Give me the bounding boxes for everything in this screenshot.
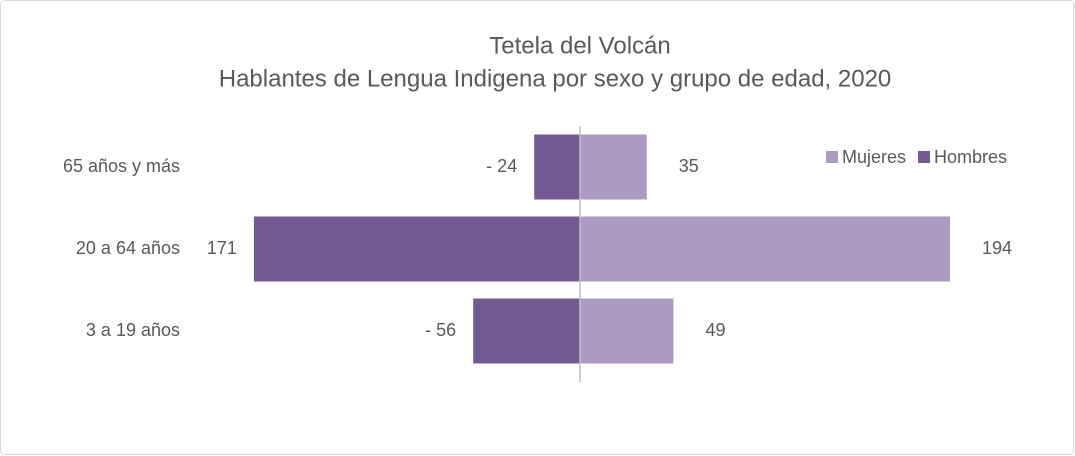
bar bbox=[580, 216, 950, 282]
y-tick-label: 3 a 19 años bbox=[86, 320, 180, 340]
data-label: 49 bbox=[705, 320, 725, 340]
legend-label: Hombres bbox=[934, 147, 1007, 167]
data-label: 171 bbox=[207, 238, 237, 258]
legend-label: Mujeres bbox=[842, 147, 906, 167]
data-label: 194 bbox=[982, 238, 1012, 258]
chart-subtitle: Hablantes de Lengua Indigena por sexo y … bbox=[219, 65, 892, 92]
data-label: - 24 bbox=[486, 156, 517, 176]
data-label: - 56 bbox=[425, 320, 456, 340]
bar bbox=[534, 134, 580, 200]
y-tick-label: 20 a 64 años bbox=[76, 238, 180, 258]
bar bbox=[473, 298, 580, 364]
chart-title: Tetela del Volcán bbox=[489, 32, 670, 59]
bar bbox=[253, 216, 580, 282]
bar bbox=[580, 134, 647, 200]
legend-swatch bbox=[826, 151, 838, 163]
bar bbox=[580, 298, 674, 364]
legend-swatch bbox=[918, 151, 931, 163]
y-tick-label: 65 años y más bbox=[63, 156, 180, 176]
data-label: 35 bbox=[679, 156, 699, 176]
